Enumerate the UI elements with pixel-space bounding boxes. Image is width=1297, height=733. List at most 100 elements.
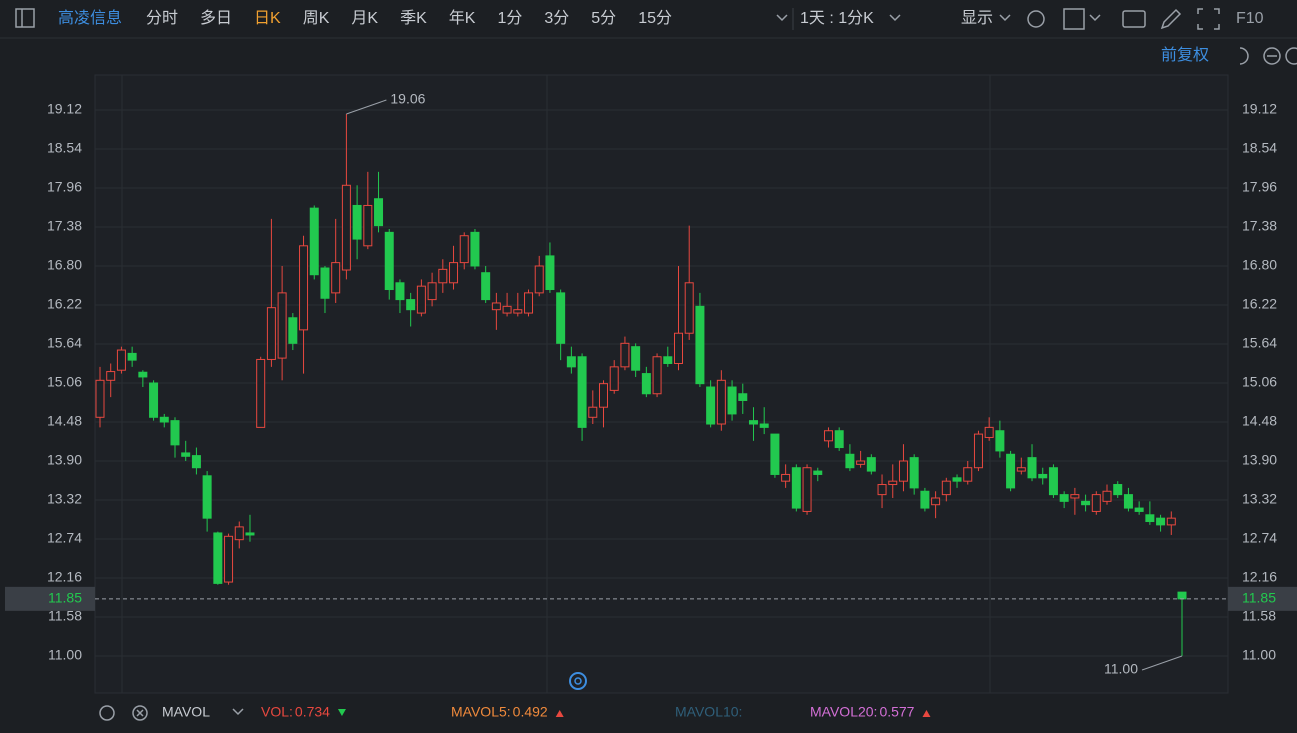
sidebar-icon[interactable]: [15, 8, 35, 28]
period-tab[interactable]: 分时: [146, 9, 178, 27]
candle-body: [266, 307, 276, 360]
candle-body: [620, 342, 630, 368]
y-tick-label: 13.90: [47, 452, 82, 468]
y-tick-label: 18.54: [47, 140, 82, 156]
period-tab[interactable]: 多日: [200, 9, 232, 27]
candle-body: [1091, 494, 1101, 512]
candle-body: [1006, 453, 1016, 489]
period-tab[interactable]: 3分: [544, 9, 569, 27]
candle-body: [695, 305, 705, 385]
candle-body: [1070, 494, 1080, 499]
period-tab[interactable]: 日K: [254, 10, 281, 27]
draw-icon[interactable]: [1160, 8, 1182, 30]
zoom-in-icon[interactable]: [1285, 47, 1297, 65]
y-tick-label-right: 11.58: [1242, 608, 1276, 624]
candle-body: [416, 285, 426, 314]
y-tick-label: 16.22: [47, 296, 82, 312]
candle-body: [256, 358, 266, 428]
candle-body: [481, 272, 491, 301]
candle-body: [513, 309, 523, 314]
candle-body: [684, 282, 694, 334]
candle-body: [1156, 517, 1166, 526]
box-icon[interactable]: [1063, 8, 1085, 30]
candle-body: [823, 430, 833, 442]
candle-body: [673, 332, 683, 364]
settings-icon[interactable]: [1027, 10, 1045, 28]
period-tab[interactable]: 月K: [351, 10, 378, 27]
candle-body: [877, 484, 887, 496]
candle-body: [449, 262, 459, 284]
candle-body: [641, 373, 651, 395]
y-tick-label: 17.38: [47, 218, 82, 234]
more-periods[interactable]: [776, 14, 788, 22]
camera-icon[interactable]: [1122, 10, 1146, 28]
indicator-chevron[interactable]: [232, 708, 244, 716]
period-tab[interactable]: 15分: [638, 9, 672, 27]
last-price-label-right: 11.85: [1242, 590, 1276, 606]
candle-body: [191, 455, 201, 469]
candle-body: [941, 480, 951, 496]
candle-body: [459, 235, 469, 264]
max-label: 19.06: [390, 91, 425, 107]
undo-icon[interactable]: [1239, 47, 1249, 65]
indicator-settings[interactable]: [99, 705, 115, 721]
fullscreen-icon[interactable]: [1197, 8, 1220, 30]
candle-body: [866, 457, 876, 472]
candle-body: [213, 532, 223, 584]
y-tick-label: 11.58: [48, 608, 82, 624]
last-price-box: [1228, 586, 1297, 611]
f10[interactable]: F10: [1236, 10, 1264, 27]
adjust-mode[interactable]: 前复权: [1161, 46, 1209, 64]
indicator-name[interactable]: MAVOL: [162, 704, 210, 720]
y-tick-label-right: 19.12: [1242, 101, 1277, 117]
candle-body: [556, 292, 566, 344]
period-tab[interactable]: 周K: [303, 10, 330, 27]
candle-body: [663, 356, 673, 364]
candle-body: [759, 423, 769, 428]
indicator-label: MAVOL20:: [810, 704, 877, 720]
display-menu[interactable]: 显示: [961, 10, 993, 27]
trend-arrow: [337, 709, 346, 716]
candle-body: [127, 352, 137, 361]
candle-body: [95, 379, 105, 418]
candle-body: [738, 393, 748, 401]
candle-body: [170, 420, 180, 446]
y-tick-label: 12.74: [47, 530, 82, 546]
candle-body: [181, 452, 191, 457]
period-tab[interactable]: 5分: [591, 9, 616, 27]
interval[interactable]: 1天 : 1分K: [800, 9, 874, 27]
y-tick-label-right: 13.90: [1242, 452, 1277, 468]
y-tick-label-right: 12.16: [1242, 569, 1277, 585]
indicator-close[interactable]: [132, 705, 148, 721]
candle-body: [1113, 484, 1123, 496]
candle-body: [631, 346, 641, 371]
period-tab[interactable]: 1分: [497, 9, 522, 27]
y-tick-label-right: 17.38: [1242, 218, 1277, 234]
zoom-out-icon[interactable]: [1263, 47, 1281, 65]
candle-body: [234, 526, 244, 541]
candle-body: [1038, 473, 1048, 479]
candle-body: [920, 490, 930, 509]
y-tick-label-right: 15.06: [1242, 374, 1277, 390]
candle-body: [1048, 467, 1058, 496]
candle-body: [427, 282, 437, 301]
locate-icon[interactable]: [569, 672, 587, 690]
candle-body: [652, 356, 662, 395]
period-tab[interactable]: 季K: [400, 9, 427, 27]
close-x: [136, 709, 144, 717]
candle-body: [470, 231, 480, 267]
y-tick-label-right: 16.80: [1242, 257, 1277, 273]
period-tab[interactable]: 年K: [449, 9, 476, 27]
y-tick-label: 15.06: [47, 374, 82, 390]
y-tick-label-right: 17.96: [1242, 179, 1277, 195]
min-leader: [1141, 655, 1183, 671]
stock-name[interactable]: 高凌信息: [58, 9, 122, 27]
candle-body: [438, 268, 448, 284]
y-tick-label-right: 14.48: [1242, 413, 1277, 429]
candle-body: [1166, 517, 1176, 526]
candle-body: [1016, 467, 1026, 472]
candle-body: [781, 473, 791, 482]
y-tick-label-right: 13.32: [1242, 491, 1277, 507]
candle-body: [288, 317, 298, 344]
y-tick-label: 13.32: [47, 491, 82, 507]
